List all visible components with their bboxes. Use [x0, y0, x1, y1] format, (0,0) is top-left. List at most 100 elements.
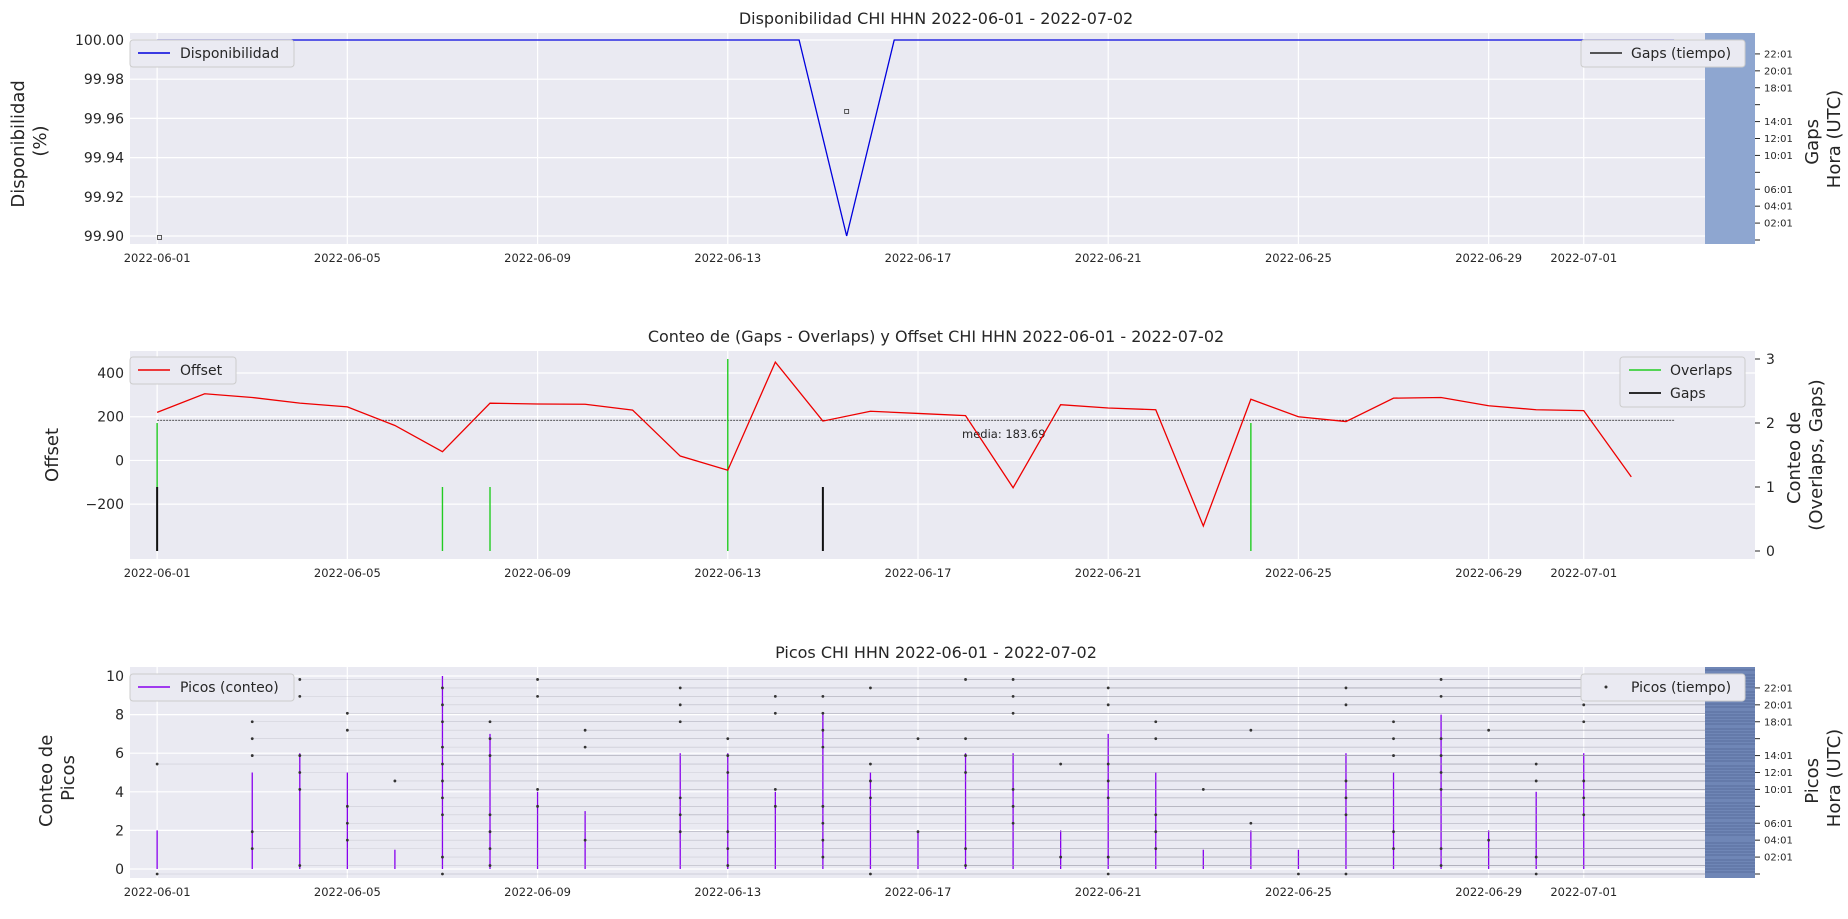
right-tick-label: 10:01 — [1764, 785, 1793, 796]
gap-marker — [157, 235, 162, 240]
picos-time-point — [345, 711, 349, 715]
x-tick-label: 2022-06-17 — [885, 251, 952, 265]
picos-time-point — [1582, 779, 1586, 783]
picos-time-point — [1392, 830, 1395, 834]
y-tick-label: 400 — [97, 366, 124, 382]
legend-label: Overlaps — [1670, 363, 1732, 379]
picos-time-point — [1249, 821, 1253, 825]
right-y-axis-label: Gaps Hora (UTC) — [1802, 90, 1845, 188]
legend-right: Gaps (tiempo) — [1580, 39, 1746, 68]
right-tick-label: 06:01 — [1764, 819, 1793, 830]
picos-time-point — [1344, 796, 1348, 800]
x-tick-label: 2022-07-01 — [1550, 885, 1617, 899]
legend-label: Offset — [180, 363, 223, 379]
picos-time-point — [1106, 855, 1110, 859]
picos-time-point — [1582, 720, 1586, 724]
picos-time-point — [1106, 872, 1110, 876]
picos-time-point — [726, 847, 730, 851]
picos-time-point — [1154, 813, 1158, 817]
y-tick-label: 10 — [106, 669, 124, 685]
picos-time-point — [441, 703, 444, 707]
picos-time-point — [1106, 703, 1110, 707]
offset-line — [156, 360, 1632, 528]
picos-time-point — [821, 711, 825, 715]
picos-time-point — [678, 703, 682, 707]
picos-time-point — [488, 830, 492, 834]
right-y-axis-label: Picos Hora (UTC) — [1802, 729, 1845, 827]
picos-time-point — [1154, 847, 1158, 851]
picos-time-point — [345, 804, 349, 808]
x-tick-label: 2022-06-01 — [124, 566, 191, 580]
x-tick-label: 2022-06-25 — [1265, 566, 1332, 580]
right-tick-label: 18:01 — [1764, 717, 1793, 728]
picos-time-point — [869, 796, 872, 800]
picos-time-point — [821, 838, 825, 842]
picos-time-point — [536, 678, 539, 681]
picos-time-point — [1344, 686, 1348, 690]
picos-time-point — [1582, 796, 1586, 800]
x-tick-label: 2022-06-17 — [885, 566, 952, 580]
x-tick-label: 2022-07-01 — [1550, 251, 1617, 265]
picos-time-point — [488, 813, 492, 817]
x-tick-label: 2022-06-21 — [1075, 885, 1142, 899]
picos-time-point — [1392, 720, 1395, 724]
x-tick-label: 2022-06-29 — [1455, 251, 1522, 265]
picos-time-point — [726, 771, 730, 774]
picos-time-point — [1059, 762, 1063, 766]
x-tick-label: 2022-06-13 — [694, 885, 761, 899]
picos-time-point — [298, 771, 302, 774]
right-tick-label: 22:01 — [1764, 683, 1793, 694]
picos-time-point — [536, 694, 539, 698]
picos-time-point — [441, 796, 444, 800]
x-tick-label: 2022-06-21 — [1075, 566, 1142, 580]
right-tick-label: 12:01 — [1764, 768, 1793, 779]
picos-time-point — [1011, 694, 1015, 698]
picos-time-point — [488, 847, 492, 851]
x-tick-label: 2022-06-29 — [1455, 885, 1522, 899]
picos-time-point — [964, 737, 967, 741]
picos-time-point — [1106, 762, 1110, 766]
picos-time-point — [821, 745, 825, 749]
y-axis-label: Offset — [42, 428, 63, 482]
picos-time-point — [298, 678, 302, 681]
x-tick-label: 2022-06-05 — [314, 566, 381, 580]
legend-right: Picos (tiempo) — [1580, 673, 1746, 702]
picos-time-point — [1392, 737, 1395, 741]
right-tick-label: 12:01 — [1764, 134, 1793, 145]
picos-time-point — [1011, 788, 1015, 791]
legend-label: Gaps (tiempo) — [1631, 46, 1731, 62]
legend-label: Picos (conteo) — [180, 680, 279, 696]
x-tick-label: 2022-07-01 — [1550, 566, 1617, 580]
picos-time-point — [726, 830, 730, 834]
right-tick-label: 22:01 — [1764, 49, 1793, 60]
picos-time-point — [1439, 771, 1443, 774]
picos-time-point — [726, 737, 730, 741]
right-y-axis-label: Conteo de (Overlaps, Gaps) — [1784, 379, 1827, 530]
right-tick-label: 10:01 — [1764, 151, 1793, 162]
legend-label: Gaps — [1670, 386, 1706, 402]
x-tick-label: 2022-06-05 — [314, 885, 381, 899]
x-tick-label: 2022-06-05 — [314, 251, 381, 265]
plot-area — [130, 33, 1755, 244]
picos-time-point — [583, 728, 587, 732]
y-tick-label: 2 — [115, 823, 124, 839]
picos-time-point — [869, 762, 872, 766]
y-tick-label: 4 — [115, 785, 124, 801]
picos-time-point — [155, 762, 159, 766]
chart-title: Picos CHI HHN 2022-06-01 - 2022-07-02 — [775, 643, 1097, 662]
picos-time-point — [1344, 703, 1348, 707]
picos-time-point — [916, 830, 920, 834]
picos-time-point — [964, 678, 967, 681]
picos-time-point — [488, 864, 492, 867]
legend-label: Picos (tiempo) — [1631, 680, 1731, 696]
picos-time-point — [821, 804, 825, 808]
legend-left: Offset — [129, 356, 237, 385]
picos-time-point — [298, 864, 302, 867]
picos-time-point — [1106, 779, 1110, 783]
plot-area — [130, 667, 1755, 878]
picos-time-point — [1534, 855, 1538, 859]
right-tick-label: 20:01 — [1764, 700, 1793, 711]
legend-right: Overlaps Gaps — [1619, 356, 1746, 408]
picos-time-point — [1106, 796, 1110, 800]
picos-time-point — [726, 754, 730, 757]
